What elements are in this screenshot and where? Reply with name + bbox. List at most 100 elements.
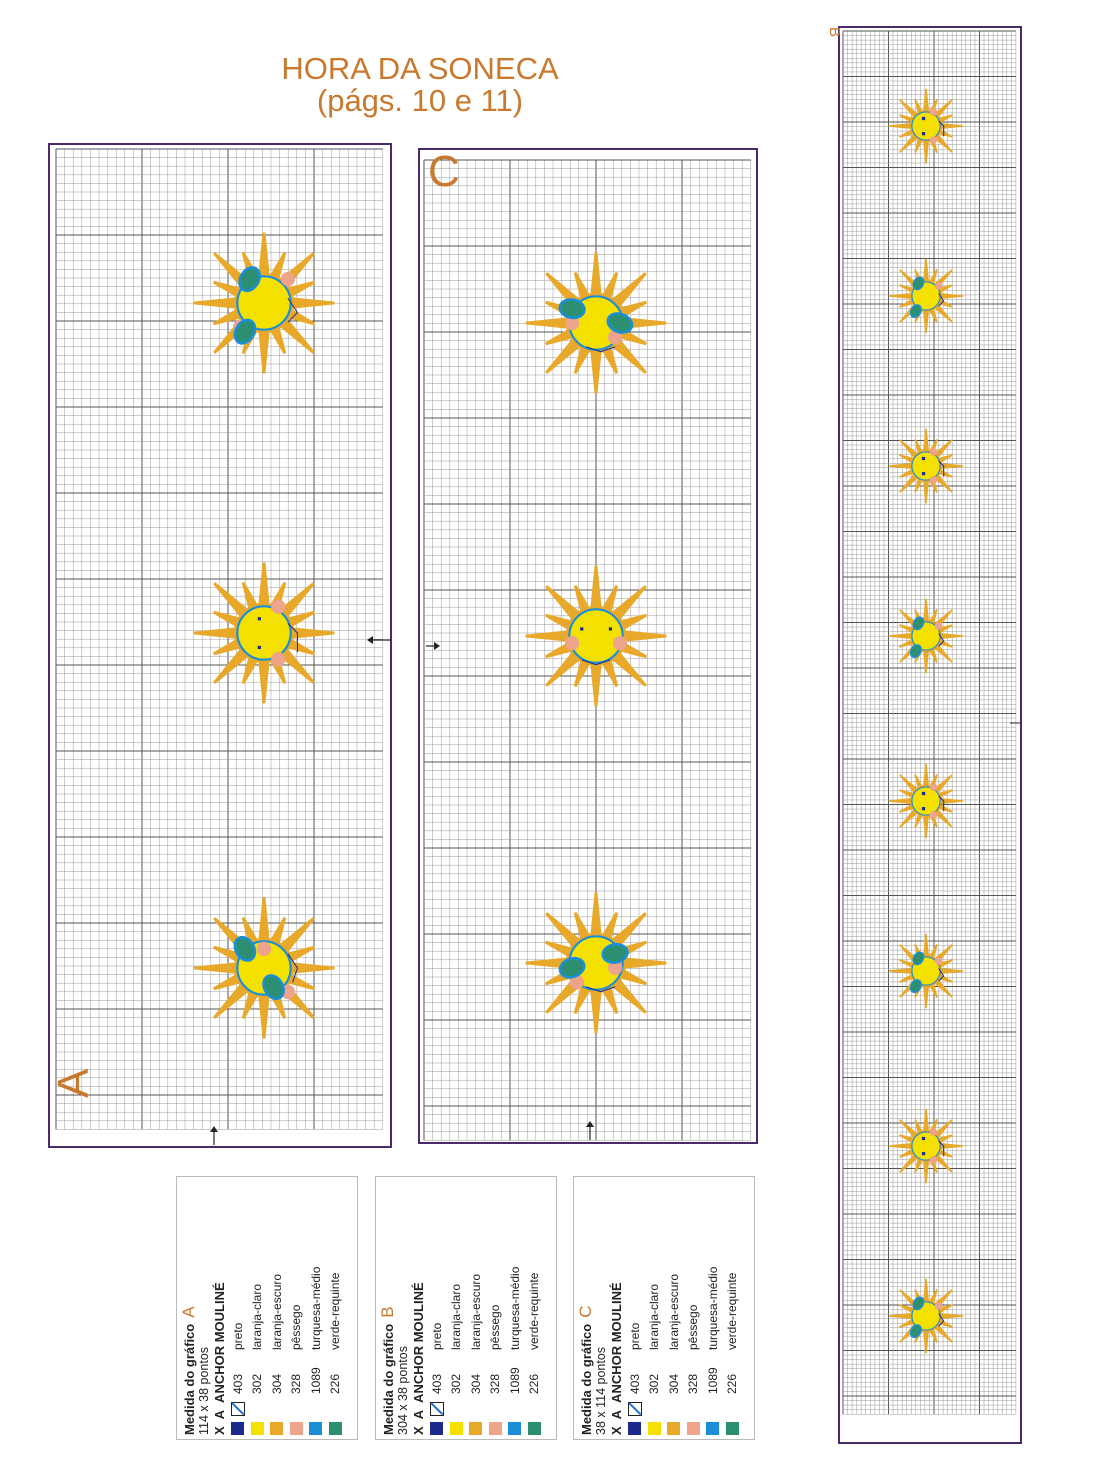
color-swatch bbox=[328, 1422, 342, 1435]
legend-heading-text: Medida do gráfico bbox=[381, 1323, 396, 1435]
grid-lines bbox=[842, 30, 1017, 1415]
thread-code: 304 bbox=[468, 1373, 483, 1394]
legend-c: Medida do gráfico C 38 x 114 pontos X A ANCHO… bbox=[573, 1176, 755, 1440]
legend-heading-text: Medida do gráfico bbox=[579, 1323, 594, 1435]
thread-name: laranja-claro bbox=[449, 1283, 464, 1350]
sun-motif bbox=[888, 1278, 964, 1354]
legend-col-x: X bbox=[212, 1426, 227, 1435]
color-swatch bbox=[250, 1422, 264, 1435]
legend-columns: X A ANCHOR MOULINÉ bbox=[609, 1179, 625, 1435]
legend-row: 304 laranja-escuro bbox=[267, 1179, 287, 1435]
legend-col-a: A bbox=[609, 1409, 624, 1420]
legend-heading: Medida do gráfico A bbox=[179, 1179, 198, 1435]
legend-row: 328 pêssego bbox=[486, 1179, 506, 1435]
legend-heading-text: Medida do gráfico bbox=[182, 1323, 197, 1435]
thread-name: preto bbox=[627, 1322, 642, 1350]
thread-code: 304 bbox=[269, 1373, 284, 1394]
thread-code: 302 bbox=[250, 1373, 265, 1394]
thread-code: 403 bbox=[627, 1373, 642, 1394]
thread-name: verde-requinte bbox=[328, 1272, 343, 1350]
thread-code: 302 bbox=[647, 1373, 662, 1394]
sun-motif bbox=[193, 562, 335, 704]
thread-name: laranja-claro bbox=[647, 1283, 662, 1350]
thread-code: 226 bbox=[328, 1373, 343, 1394]
color-swatch bbox=[686, 1422, 700, 1435]
legend-row: 328 pêssego bbox=[287, 1179, 307, 1435]
thread-name: laranja-escuro bbox=[269, 1273, 284, 1350]
thread-code: 328 bbox=[289, 1373, 304, 1394]
color-swatch bbox=[706, 1422, 720, 1435]
color-swatch bbox=[647, 1422, 661, 1435]
legend-row: 403 preto bbox=[625, 1179, 645, 1435]
sun-motif bbox=[193, 897, 335, 1039]
thread-name: pêssego bbox=[488, 1304, 503, 1350]
color-swatch bbox=[508, 1422, 522, 1435]
legend-row: 1089 turquesa-médio bbox=[505, 1179, 525, 1435]
chart-frame bbox=[838, 26, 1022, 1444]
legend-brand: ANCHOR MOULINÉ bbox=[411, 1282, 426, 1403]
thread-name: preto bbox=[429, 1322, 444, 1350]
thread-name: laranja-escuro bbox=[468, 1273, 483, 1350]
legend-brand: ANCHOR MOULINÉ bbox=[609, 1282, 624, 1403]
thread-name: verde-requinte bbox=[725, 1272, 740, 1350]
color-swatch bbox=[488, 1422, 502, 1435]
chart-c-letter: C bbox=[428, 147, 460, 196]
legend-b: Medida do gráfico B 304 x 38 pontos X A ANCHO… bbox=[375, 1176, 557, 1440]
chart-c-grid bbox=[418, 148, 758, 1144]
thread-name: laranja-escuro bbox=[666, 1273, 681, 1350]
legend-brand: ANCHOR MOULINÉ bbox=[212, 1282, 227, 1403]
sun-motif bbox=[888, 428, 964, 504]
legend-letter: B bbox=[378, 1306, 397, 1318]
thread-code: 1089 bbox=[705, 1367, 720, 1394]
thread-code: 328 bbox=[686, 1373, 701, 1394]
sun-motif bbox=[888, 1108, 964, 1184]
color-swatch bbox=[430, 1422, 444, 1435]
legend-row: 403 preto bbox=[427, 1179, 447, 1435]
thread-name: pêssego bbox=[686, 1304, 701, 1350]
grid-lines bbox=[55, 148, 384, 1130]
legend-row: 226 verde-requinte bbox=[723, 1179, 743, 1435]
sun-motif bbox=[525, 252, 667, 394]
legend-row: 302 laranja-claro bbox=[645, 1179, 665, 1435]
sun-motif bbox=[888, 258, 964, 334]
legend-col-x: X bbox=[609, 1426, 624, 1435]
legend-columns: X A ANCHOR MOULINÉ bbox=[212, 1179, 228, 1435]
backstitch-icon bbox=[429, 1402, 444, 1416]
thread-code: 226 bbox=[725, 1373, 740, 1394]
color-swatch bbox=[309, 1422, 323, 1435]
sun-motif bbox=[525, 892, 667, 1034]
sun-motif bbox=[888, 763, 964, 839]
page-subtitle: (págs. 10 e 11) bbox=[316, 83, 524, 118]
thread-code: 1089 bbox=[308, 1367, 323, 1394]
thread-name: laranja-claro bbox=[250, 1283, 265, 1350]
legend-size: 114 x 38 pontos bbox=[197, 1346, 211, 1435]
legend-row: 226 verde-requinte bbox=[326, 1179, 346, 1435]
thread-code: 304 bbox=[666, 1373, 681, 1394]
legend-col-a: A bbox=[212, 1409, 227, 1420]
legend-row: 302 laranja-claro bbox=[248, 1179, 268, 1435]
legend-row: 403 preto bbox=[228, 1179, 248, 1435]
sun-motif bbox=[888, 933, 964, 1009]
color-swatch bbox=[667, 1422, 681, 1435]
legend-row: 304 laranja-escuro bbox=[664, 1179, 684, 1435]
legend-heading: Medida do gráfico B bbox=[378, 1179, 397, 1435]
thread-code: 328 bbox=[488, 1373, 503, 1394]
sun-motif bbox=[525, 565, 667, 707]
chart-a-letter: A bbox=[49, 1068, 98, 1098]
legend-row: 1089 turquesa-médio bbox=[306, 1179, 326, 1435]
thread-code: 1089 bbox=[507, 1367, 522, 1394]
color-swatch bbox=[289, 1422, 303, 1435]
thread-code: 226 bbox=[527, 1373, 542, 1394]
legend-heading: Medida do gráfico C bbox=[576, 1179, 595, 1435]
legend-col-x: X bbox=[411, 1426, 426, 1435]
chart-b-grid bbox=[838, 26, 1022, 1444]
chart-c bbox=[418, 148, 758, 1144]
legend-row: 328 pêssego bbox=[684, 1179, 704, 1435]
color-swatch bbox=[725, 1422, 739, 1435]
legend-row: 1089 turquesa-médio bbox=[703, 1179, 723, 1435]
page-title: HORA DA SONECA bbox=[281, 51, 559, 86]
thread-code: 403 bbox=[230, 1373, 245, 1394]
legend-row: 302 laranja-claro bbox=[447, 1179, 467, 1435]
thread-name: turquesa-médio bbox=[507, 1266, 522, 1350]
legend-columns: X A ANCHOR MOULINÉ bbox=[411, 1179, 427, 1435]
